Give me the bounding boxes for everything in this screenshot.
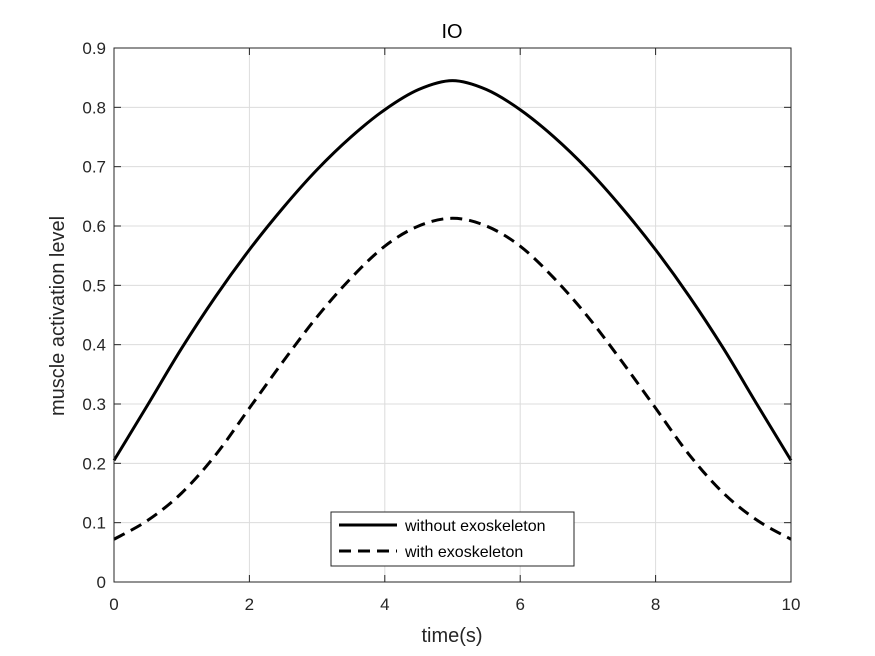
x-tick-label: 2	[245, 595, 254, 614]
x-tick-label: 0	[109, 595, 118, 614]
y-axis-label: muscle activation level	[47, 216, 69, 416]
x-tick-label: 6	[515, 595, 524, 614]
chart-title: IO	[441, 21, 462, 43]
legend-label-with-exoskeleton: with exoskeleton	[404, 544, 523, 561]
series-line-without-exoskeleton	[112, 79, 793, 462]
legend-box	[330, 511, 575, 567]
x-tick-label: 10	[782, 595, 801, 614]
y-tick-label: 0.8	[82, 98, 106, 117]
x-tick-label: 4	[380, 595, 389, 614]
grid	[114, 48, 791, 582]
y-tick-label: 0	[97, 573, 106, 592]
axis-ticks: 0 2 4 6 8 10 0 0.1 0.2 0.3 0.4 0.5 0.6 0.7 0.8 0.9	[82, 39, 800, 614]
y-tick-label: 0.4	[82, 336, 106, 355]
plot-area	[114, 48, 791, 582]
series-lines	[112, 79, 793, 541]
legend: without exoskeleton with exoskeleton	[330, 511, 575, 567]
y-tick-label: 0.7	[82, 158, 106, 177]
y-tick-label: 0.9	[82, 39, 106, 58]
y-tick-label: 0.2	[82, 454, 106, 473]
y-tick-label: 0.3	[82, 395, 106, 414]
legend-label-without-exoskeleton: without exoskeleton	[404, 518, 546, 535]
series-line-with-exoskeleton	[113, 216, 792, 541]
axes-box	[113, 47, 792, 583]
y-tick-label: 0.5	[82, 276, 106, 295]
y-tick-label: 0.1	[82, 514, 106, 533]
x-tick-label: 8	[651, 595, 660, 614]
y-tick-label: 0.6	[82, 217, 106, 236]
x-axis-label: time(s)	[421, 625, 482, 647]
